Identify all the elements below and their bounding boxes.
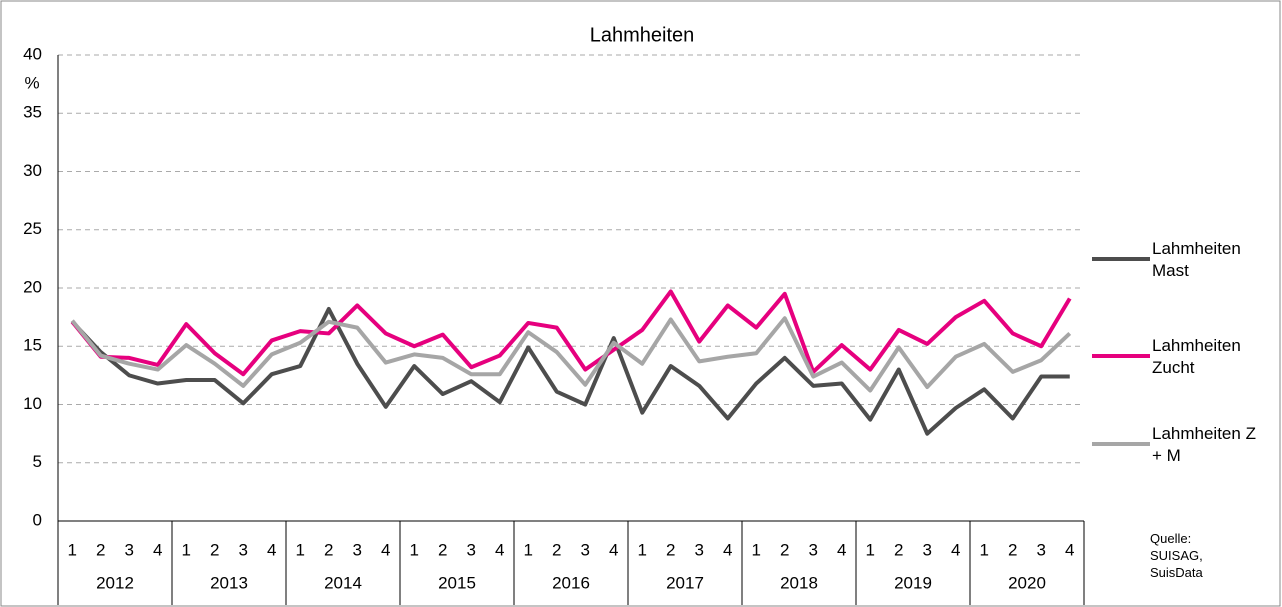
legend-label: Lahmheiten Zucht	[1152, 336, 1241, 377]
x-tick-label: 3	[923, 540, 932, 559]
x-group-label: 2017	[666, 573, 704, 592]
x-tick-label: 4	[951, 540, 960, 559]
x-tick-label: 1	[182, 540, 191, 559]
line-series	[70, 316, 1072, 393]
x-tick-label: 1	[68, 540, 77, 559]
x-tick-label: 3	[695, 540, 704, 559]
x-tick-label: 4	[1065, 540, 1074, 559]
x-tick-label: 4	[381, 540, 390, 559]
x-tick-label: 3	[239, 540, 248, 559]
x-group-label: 2012	[96, 573, 134, 592]
x-tick-label: 1	[752, 540, 761, 559]
y-tick-label: 10	[23, 394, 42, 413]
x-tick-label: 2	[96, 540, 105, 559]
x-tick-label: 2	[438, 540, 447, 559]
x-group-label: 2019	[894, 573, 932, 592]
x-tick-label: 1	[866, 540, 875, 559]
x-tick-label: 1	[638, 540, 647, 559]
y-tick-label: 15	[23, 336, 42, 355]
x-tick-label: 4	[723, 540, 732, 559]
x-tick-label: 1	[524, 540, 533, 559]
line-series	[70, 289, 1072, 377]
x-tick-label: 3	[467, 540, 476, 559]
x-tick-label: 3	[125, 540, 134, 559]
x-tick-label: 4	[267, 540, 276, 559]
x-tick-label: 2	[552, 540, 561, 559]
legend-label: Lahmheiten Mast	[1152, 239, 1241, 280]
source: Quelle: SUISAG, SuisData	[1150, 531, 1203, 580]
y-tick-label: 40	[23, 44, 42, 63]
x-tick-label: 2	[1008, 540, 1017, 559]
x-group-label: 2013	[210, 573, 248, 592]
x-group-label: 2015	[438, 573, 476, 592]
y-tick-label: 20	[23, 277, 42, 296]
x-group-label: 2014	[324, 573, 362, 592]
legend-label: Lahmheiten Z + M	[1152, 424, 1256, 465]
x-tick-label: 2	[894, 540, 903, 559]
y-tick-label: 5	[33, 452, 42, 471]
x-tick-label: 3	[809, 540, 818, 559]
line-series	[70, 306, 1070, 436]
x-tick-label: 4	[495, 540, 504, 559]
y-tick-label: 0	[33, 510, 42, 529]
x-tick-label: 2	[780, 540, 789, 559]
y-tick-label: 30	[23, 161, 42, 180]
chart-title: Lahmheiten	[590, 24, 695, 46]
x-tick-label: 4	[153, 540, 162, 559]
x-group-label: 2018	[780, 573, 818, 592]
x-tick-label: 2	[210, 540, 219, 559]
x-tick-label: 2	[666, 540, 675, 559]
y-tick-label: 35	[23, 103, 42, 122]
x-tick-label: 3	[581, 540, 590, 559]
x-tick-label: 4	[837, 540, 846, 559]
x-tick-label: 2	[324, 540, 333, 559]
x-tick-label: 1	[980, 540, 989, 559]
y-unit: %	[24, 73, 39, 92]
x-tick-label: 4	[609, 540, 618, 559]
x-tick-label: 1	[296, 540, 305, 559]
x-group-label: 2016	[552, 573, 590, 592]
x-tick-label: 3	[1037, 540, 1046, 559]
y-tick-label: 25	[23, 219, 42, 238]
x-group-label: 2020	[1008, 573, 1046, 592]
x-tick-label: 1	[410, 540, 419, 559]
x-tick-label: 3	[353, 540, 362, 559]
